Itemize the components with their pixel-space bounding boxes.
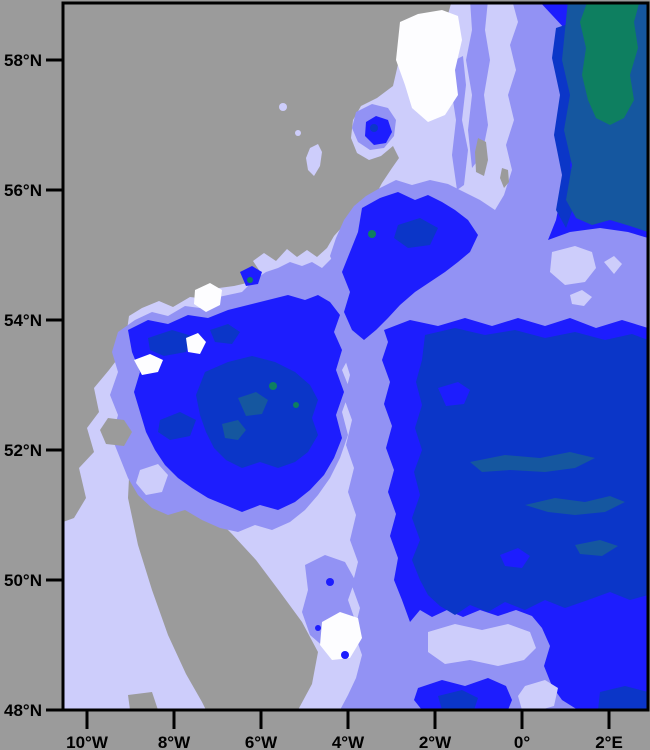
contour-green-speck-central [368,230,376,238]
x-tick-label: 8°W [158,733,191,750]
y-tick-label: 52°N [4,441,42,460]
x-tick-label: 2°E [595,733,623,750]
y-tick-label: 48°N [4,701,42,720]
contour-white-patch-bottom [320,612,362,660]
contour-lavender-bottom-gap [518,680,558,710]
contour-lavender-island-sliver [306,144,322,176]
contour-steel-west-speck-1 [238,392,268,416]
contour-lavender-hole-east-1 [550,246,596,285]
x-tick-label: 0° [514,733,530,750]
y-tick-label: 56°N [4,181,42,200]
contour-blue-speck-sw-1 [326,578,334,586]
contour-med-ireland-2 [158,412,196,440]
y-tick-label: 54°N [4,311,42,330]
contour-med-central-patch [394,218,438,248]
contour-white-patch-2 [194,283,222,312]
contour-celtic-dry-wedge [128,458,318,710]
contour-green-speck-west-2 [293,402,299,408]
contour-med-corner-br [598,686,648,710]
contour-blue-hole-med-2 [500,548,530,568]
contour-blue-smallblob-core [365,116,392,145]
y-tick-label: 50°N [4,571,42,590]
map-frame [61,1,650,712]
contour-med-bottom-patch [438,690,478,710]
contour-pocket-gray-bottom [128,692,158,710]
contour-field [63,3,648,710]
contour-pocket-gray-west [100,418,132,446]
contour-peri-top-stripe [466,3,490,168]
contour-blue-speck-sw-2 [315,625,321,631]
x-tick-label: 2°W [419,733,452,750]
contour-white-patch-4 [134,354,163,375]
contour-green-speck-west-1 [269,382,277,390]
contour-lavender-speck-1 [279,103,287,111]
contour-lavender-se-band [428,624,536,666]
contour-lavender-ireland-pocket [136,464,168,495]
contour-lavender-speck-2 [295,130,301,136]
x-tick-label: 6°W [245,733,278,750]
contour-blue-hole-med-1 [438,382,470,406]
contour-blue-speck-sw-3 [341,651,349,659]
y-tick-label: 58°N [4,51,42,70]
contour-lavender-hole-east-3 [570,290,592,306]
contour-blue-central-band [342,192,478,340]
contour-med-smallblob-dot [370,124,378,132]
contour-steel-lens-2 [525,496,625,515]
contour-med-ireland-3 [210,324,240,344]
contour-white-patch-3 [186,333,206,354]
y-axis-ticks: 58°N 56°N 54°N 52°N 50°N 48°N [4,51,63,720]
x-axis-ticks: 10°W 8°W 6°W 4°W 2°W 0° 2°E [66,710,623,750]
contour-pocket-gray-sliver-1 [475,138,488,176]
contour-green-speck-nw [247,277,253,283]
contour-med-ireland-1 [148,330,192,356]
contour-white-top-patch [396,10,462,122]
contour-pocket-gray-sliver-2 [500,168,509,188]
contour-steel-west-speck-2 [222,420,246,440]
contour-med-southeast-mass [412,328,648,615]
contour-blue-speck-band [240,266,262,286]
contour-steel-lens-1 [470,452,595,472]
contour-green-northeast [580,3,640,125]
contour-lavender-hole-east-2 [604,256,622,274]
x-tick-label: 10°W [66,733,109,750]
contour-steel-lens-3 [575,540,618,556]
x-tick-label: 4°W [332,733,365,750]
